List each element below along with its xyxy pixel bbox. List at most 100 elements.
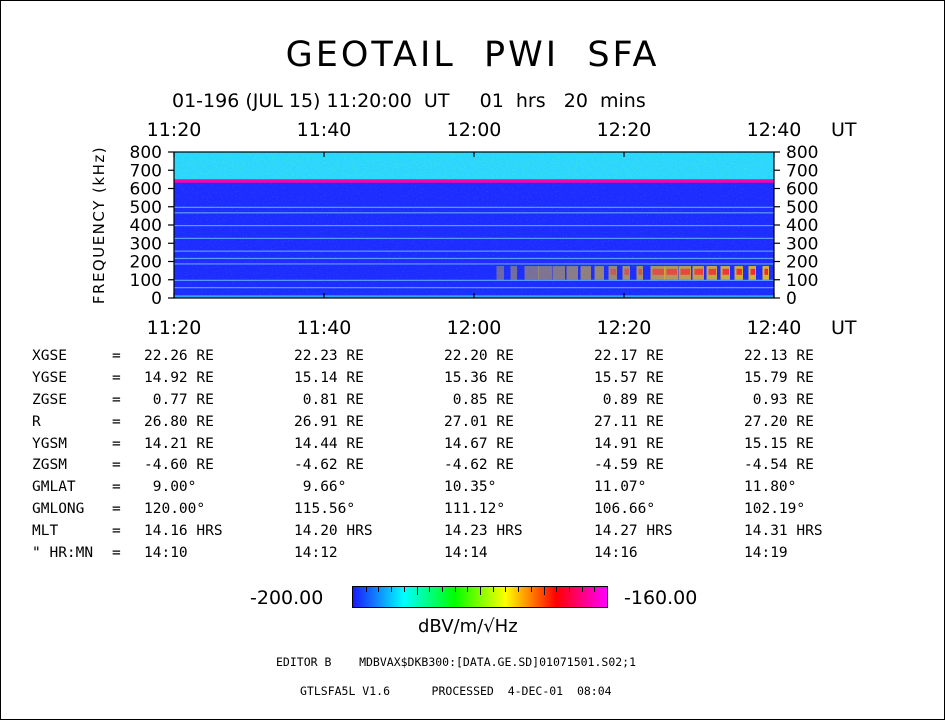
y-axis-label: FREQUENCY (kHz) xyxy=(90,146,108,304)
ephemeris-value: -4.62 RE xyxy=(444,457,514,474)
colorbar-tick xyxy=(518,587,520,592)
colorbar-tick xyxy=(568,587,570,592)
ephemeris-value: -4.54 RE xyxy=(744,457,814,474)
ephemeris-equals: = xyxy=(112,457,121,474)
y-tick-label-right: 300 xyxy=(786,234,818,254)
chart-subtitle: 01-196 (JUL 15) 11:20:00 UT 01 hrs 20 mi… xyxy=(172,90,646,112)
colorbar-tick xyxy=(505,587,507,592)
ephemeris-value: 15.36 RE xyxy=(444,369,514,386)
ephemeris-equals: = xyxy=(112,391,121,408)
colorbar-tick xyxy=(594,587,596,592)
y-tick-label-right: 100 xyxy=(786,271,818,291)
ephemeris-value: 15.15 RE xyxy=(744,435,814,452)
x-tick-label-bottom: 11:20 xyxy=(147,317,202,339)
ephemeris-row: YGSM = 14.21 RE 14.44 RE 14.67 RE 14.91 RE 15.… xyxy=(32,433,894,455)
ephemeris-value: 14.31 HRS xyxy=(744,523,823,540)
y-tick-label-left: 500 xyxy=(130,198,162,218)
ephemeris-param-name: YGSE xyxy=(32,369,67,386)
harmonic-line xyxy=(174,287,774,289)
y-tick-label-left: 800 xyxy=(130,143,162,163)
x-tick-label-bottom: 12:40 xyxy=(747,317,802,339)
ephemeris-value: 14.16 HRS xyxy=(144,523,223,540)
ephemeris-param-name: R xyxy=(32,413,41,430)
ephemeris-param-name: XGSE xyxy=(32,347,67,364)
ephemeris-value: -4.62 RE xyxy=(294,457,364,474)
ephemeris-value: 0.81 RE xyxy=(294,391,364,408)
colorbar-tick xyxy=(403,587,405,592)
colorbar-tick xyxy=(416,587,418,595)
ephemeris-value: 22.13 RE xyxy=(744,347,814,364)
colorbar-max-label: -160.00 xyxy=(624,587,698,609)
ephemeris-value: 15.14 RE xyxy=(294,369,364,386)
ephemeris-value: 14.44 RE xyxy=(294,435,364,452)
x-tick-label-top: 12:00 xyxy=(447,119,502,141)
ephemeris-value: 14:10 xyxy=(144,544,188,561)
ephemeris-value: 26.80 RE xyxy=(144,413,214,430)
footer-line: GTLSFA5L V1.6 PROCESSED 4-DEC-01 08:04 xyxy=(300,684,612,698)
ephemeris-value: 0.85 RE xyxy=(444,391,514,408)
ephemeris-param-name: ZGSM xyxy=(32,457,67,474)
colorbar-tick xyxy=(480,587,481,595)
y-tick-label-left: 0 xyxy=(151,289,162,309)
colorbar-unit-label: dBV/m/√Hz xyxy=(418,616,518,637)
colorbar-tick xyxy=(530,587,532,592)
colorbar-tick xyxy=(454,587,456,592)
y-tick-label-left: 300 xyxy=(130,234,162,254)
ephemeris-value: 14.23 HRS xyxy=(444,523,523,540)
y-tick-label-right: 800 xyxy=(786,143,818,163)
harmonic-line xyxy=(174,257,774,260)
ephemeris-param-name: YGSM xyxy=(32,435,67,452)
ephemeris-value: 14.67 RE xyxy=(444,435,514,452)
harmonic-line xyxy=(174,250,774,252)
ephemeris-value: 14:19 xyxy=(744,544,788,561)
ephemeris-value: 14.20 HRS xyxy=(294,523,373,540)
ephemeris-table: XGSE = 22.26 RE 22.23 RE 22.20 RE 22.17 RE 22.… xyxy=(32,345,894,564)
y-tick-label-right: 200 xyxy=(786,253,818,273)
colorbar-tick xyxy=(365,587,367,592)
y-tick-label-right: 600 xyxy=(786,180,818,200)
ephemeris-value: 14.21 RE xyxy=(144,435,214,452)
ephemeris-value: 14.91 RE xyxy=(594,435,664,452)
harmonic-line xyxy=(174,206,774,208)
ephemeris-value: 120.00° xyxy=(144,501,206,518)
ephemeris-param-name: GMLONG xyxy=(32,501,85,518)
ephemeris-value: 0.77 RE xyxy=(144,391,214,408)
ephemeris-value: 11.80° xyxy=(744,479,797,496)
ephemeris-row: " HR:MN = 14:10 14:12 14:14 14:16 14:19 xyxy=(32,542,894,564)
harmonic-line xyxy=(174,237,774,239)
colorbar-tick xyxy=(429,587,431,592)
ephemeris-equals: = xyxy=(112,435,121,452)
y-tick-label-left: 400 xyxy=(130,216,162,236)
ephemeris-row: GMLAT = 9.00° 9.66° 10.35° 11.07° 11.80° xyxy=(32,476,894,498)
x-unit-label: UT xyxy=(831,317,857,339)
ephemeris-value: 9.66° xyxy=(294,479,347,496)
ephemeris-value: 106.66° xyxy=(594,501,656,518)
editor-line: EDITOR B MDBVAX$DKB300:[DATA.GE.SD]01071… xyxy=(276,655,637,669)
ephemeris-row: MLT = 14.16 HRS 14.20 HRS 14.23 HRS 14.27 HRS… xyxy=(32,520,894,542)
ephemeris-equals: = xyxy=(112,369,121,386)
ephemeris-equals: = xyxy=(112,523,121,540)
ephemeris-value: 22.17 RE xyxy=(594,347,664,364)
ephemeris-value: 0.89 RE xyxy=(594,391,664,408)
ephemeris-value: 14:14 xyxy=(444,544,488,561)
x-tick-label-top: 12:20 xyxy=(597,119,652,141)
y-tick-label-left: 200 xyxy=(130,253,162,273)
ephemeris-value: 11.07° xyxy=(594,479,647,496)
ephemeris-value: 10.35° xyxy=(444,479,497,496)
colorbar-tick xyxy=(391,587,393,592)
ephemeris-row: ZGSE = 0.77 RE 0.81 RE 0.85 RE 0.89 RE 0.… xyxy=(32,389,894,411)
colorbar xyxy=(352,586,608,608)
ephemeris-row: YGSE = 14.92 RE 15.14 RE 15.36 RE 15.57 RE 15.… xyxy=(32,367,894,389)
colorbar-tick xyxy=(581,587,583,592)
ephemeris-value: 15.57 RE xyxy=(594,369,664,386)
colorbar-tick xyxy=(492,587,494,592)
ephemeris-param-name: GMLAT xyxy=(32,479,76,496)
ephemeris-row: GMLONG = 120.00° 115.56° 111.12° 106.66° 102.1… xyxy=(32,498,894,520)
spectrogram-image xyxy=(174,152,774,298)
colorbar-tick xyxy=(543,587,545,595)
colorbar-tick xyxy=(441,587,443,592)
x-tick-label-top: 11:20 xyxy=(147,119,202,141)
y-tick-label-left: 100 xyxy=(130,271,162,291)
ephemeris-value: 22.23 RE xyxy=(294,347,364,364)
ephemeris-value: 111.12° xyxy=(444,501,506,518)
